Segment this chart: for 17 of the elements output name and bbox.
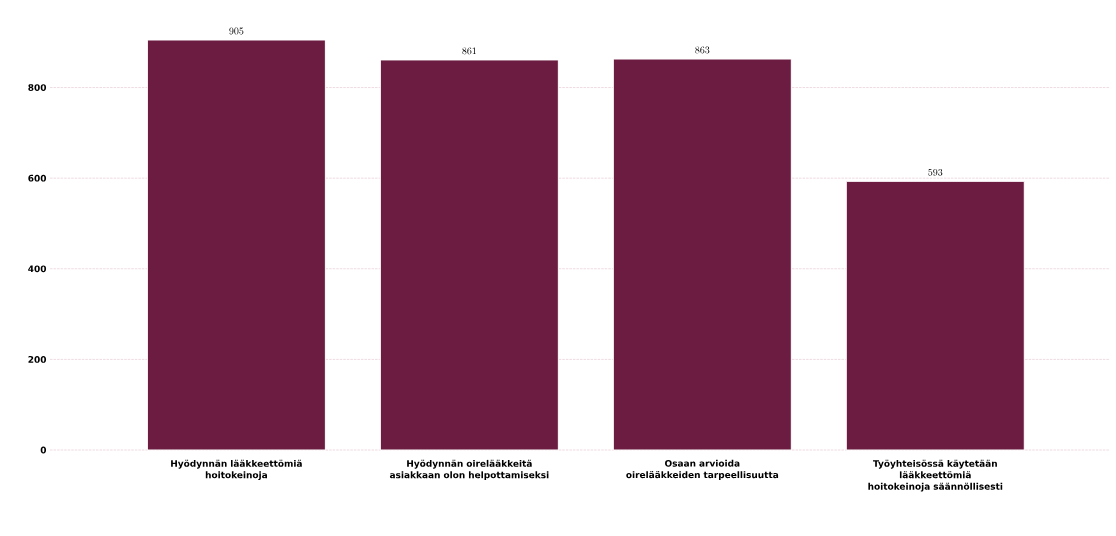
y-tick-label: 200 <box>28 356 47 363</box>
x-tick-label: Työyhteisössä käytetään lääkkeettömiä hoitokeinoja säännöllisesti <box>868 459 1003 492</box>
y-tick-label: 400 <box>28 265 47 273</box>
x-tick-label: Osaan arvioida oirelääkkeiden tarpeellisuutta <box>626 459 779 480</box>
y-tick-label: 600 <box>28 174 47 182</box>
x-tick-label: Hyödynnän oirelääkkeitä asiakkaan olon helpottamiseksi <box>389 459 549 481</box>
y-tick-label: 0 <box>40 446 47 454</box>
bar <box>612 58 792 451</box>
data-label: 593 <box>928 168 943 176</box>
data-label: 863 <box>695 46 710 54</box>
bar <box>379 59 559 451</box>
bar <box>845 180 1025 451</box>
x-tick-label: Hyödynnän lääkkeettömiä hoitokeinoja <box>171 459 302 481</box>
data-label: 861 <box>462 47 477 55</box>
y-tick-label: 800 <box>28 84 47 91</box>
data-label: 905 <box>229 27 244 35</box>
bar <box>146 39 326 451</box>
